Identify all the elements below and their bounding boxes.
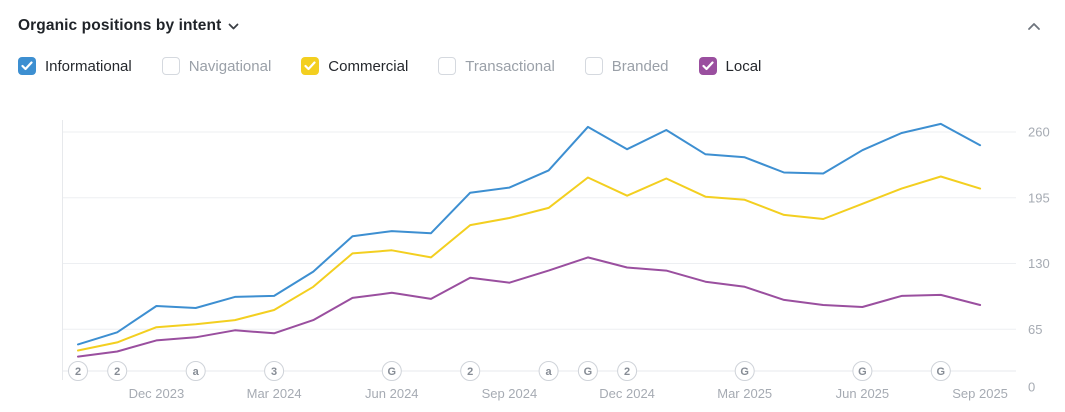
checkbox-checked-icon[interactable]	[18, 57, 36, 75]
svg-text:G: G	[388, 366, 397, 378]
svg-text:a: a	[193, 366, 200, 378]
chevron-up-icon	[1027, 22, 1041, 31]
legend-label: Commercial	[328, 57, 409, 75]
svg-text:2: 2	[624, 366, 630, 378]
x-axis-label: Jun 2025	[836, 386, 890, 401]
annotation-marker[interactable]: 2	[107, 361, 128, 381]
svg-text:G: G	[740, 366, 749, 378]
annotation-marker[interactable]: G	[734, 361, 755, 381]
legend-item-navigational[interactable]: Navigational	[161, 57, 272, 75]
annotation-marker[interactable]: 2	[617, 361, 638, 381]
svg-text:2: 2	[467, 366, 473, 378]
checkbox-unchecked-icon[interactable]	[161, 57, 180, 75]
x-axis-label: Jun 2024	[365, 386, 419, 401]
svg-text:G: G	[584, 366, 593, 378]
series-line-local	[77, 256, 982, 358]
legend-item-branded[interactable]: Branded	[584, 57, 669, 75]
legend-label: Branded	[611, 57, 669, 75]
y-axis-label: 130	[1028, 256, 1050, 271]
x-axis-label: Dec 2024	[599, 386, 655, 401]
annotation-marker[interactable]: G	[930, 361, 951, 381]
x-axis-label: Dec 2023	[129, 386, 185, 401]
annotation-marker[interactable]: G	[577, 361, 598, 381]
svg-text:a: a	[546, 366, 553, 378]
annotation-marker[interactable]: G	[381, 361, 402, 381]
annotation-marker[interactable]: a	[185, 361, 206, 381]
annotation-marker[interactable]: 2	[68, 361, 88, 381]
x-axis-label: Sep 2024	[482, 386, 538, 401]
svg-text:2: 2	[75, 366, 81, 378]
x-axis-label: Sep 2025	[952, 386, 1008, 401]
panel-header: Organic positions by intent	[0, 0, 1065, 35]
annotation-marker[interactable]: a	[538, 361, 559, 381]
legend-item-informational[interactable]: Informational	[18, 57, 132, 75]
series-line-informational	[77, 122, 982, 346]
legend-item-commercial[interactable]: Commercial	[301, 57, 408, 75]
y-axis-label: 260	[1028, 125, 1050, 140]
y-axis-label: 65	[1028, 322, 1042, 337]
annotation-marker[interactable]: 2	[460, 361, 481, 381]
annotation-marker[interactable]: G	[852, 361, 873, 381]
x-axis-label: Mar 2024	[247, 386, 302, 401]
svg-text:G: G	[858, 366, 867, 378]
collapse-panel-button[interactable]	[1023, 18, 1045, 35]
checkbox-unchecked-icon[interactable]	[584, 57, 603, 75]
intent-chart: 0 65 130 195 260 2 2 a 3 G 2 a G 2 G G G Dec 2023 Mar 2024…	[0, 102, 1065, 412]
legend-item-local[interactable]: Local	[698, 57, 762, 75]
intent-legend: Informational Navigational Commercial Trans…	[0, 35, 1065, 75]
legend-label: Transactional	[465, 57, 555, 75]
legend-item-transactional[interactable]: Transactional	[438, 57, 555, 75]
panel-title: Organic positions by intent	[18, 17, 222, 34]
svg-text:2: 2	[114, 366, 120, 378]
svg-text:G: G	[937, 366, 946, 378]
legend-label: Informational	[45, 57, 132, 75]
legend-label: Local	[725, 57, 762, 75]
chevron-down-icon	[228, 23, 239, 30]
report-selector-dropdown[interactable]: Organic positions by intent	[18, 17, 239, 35]
legend-label: Navigational	[188, 57, 272, 75]
checkbox-checked-icon[interactable]	[698, 57, 717, 75]
series-line-commercial	[77, 175, 982, 352]
checkbox-unchecked-icon[interactable]	[438, 57, 457, 75]
y-axis-label: 195	[1028, 190, 1050, 205]
checkbox-checked-icon[interactable]	[301, 57, 320, 75]
svg-text:3: 3	[271, 366, 277, 378]
y-axis-label: 0	[1028, 380, 1035, 395]
annotation-marker[interactable]: 3	[264, 361, 285, 381]
x-axis-label: Mar 2025	[717, 386, 772, 401]
intent-chart-svg: 0 65 130 195 260 2 2 a 3 G 2 a G 2 G G G Dec 2023 Mar 2024…	[62, 120, 1050, 401]
